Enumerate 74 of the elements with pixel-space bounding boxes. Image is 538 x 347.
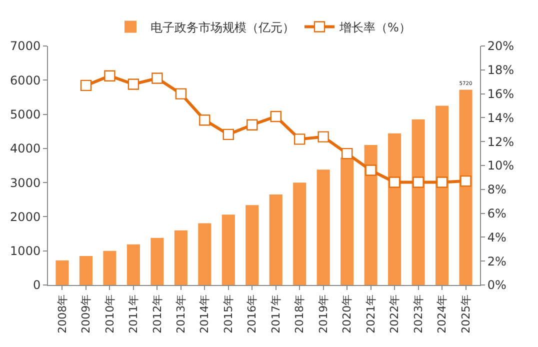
x-tick-label: 2019年 <box>316 294 330 334</box>
point <box>388 176 400 188</box>
y-tick-label: 5000 <box>10 107 41 122</box>
y-tick-label: 4000 <box>10 142 41 156</box>
legend-label: 增长率（%） <box>338 20 411 34</box>
y-tick-label: 7000 <box>10 39 41 54</box>
x-tick-label: 2021年 <box>364 294 378 334</box>
x-tick-label: 2016年 <box>246 294 259 334</box>
x-tick-label: 2022年 <box>388 294 402 334</box>
x-tick-label: 2017年 <box>269 294 282 334</box>
y2-tick-label: 20% <box>487 39 514 54</box>
point <box>412 176 424 188</box>
x-tick-label: 2010年 <box>103 294 116 334</box>
x-tick-label: 2018年 <box>293 294 306 334</box>
bar <box>56 260 69 285</box>
bar <box>412 119 425 285</box>
y2-tick-label: 2% <box>487 254 506 268</box>
x-tick-label: 2011年 <box>127 294 140 334</box>
bar <box>79 256 93 285</box>
point <box>80 80 92 92</box>
x-tick-label: 2015年 <box>222 294 235 334</box>
bar <box>388 133 402 285</box>
x-tick-label: 2008年 <box>56 294 69 334</box>
point <box>104 70 116 82</box>
bar <box>316 170 330 285</box>
y-tick-label: 1000 <box>10 244 41 258</box>
y2-tick-label: 12% <box>487 134 514 149</box>
bar <box>293 182 306 285</box>
y-tick-label: 6000 <box>10 73 41 88</box>
point <box>222 128 234 140</box>
x-tick-label: 2023年 <box>412 294 425 334</box>
y2-tick-label: 8% <box>487 182 506 197</box>
y-tick-label: 3000 <box>10 176 41 190</box>
bar <box>103 250 116 285</box>
x-tick-label: 2025年 <box>459 294 472 334</box>
y2-tick-label: 0% <box>487 278 506 292</box>
point <box>246 119 258 130</box>
y2-tick-label: 10% <box>487 158 514 173</box>
point <box>294 134 306 145</box>
x-tick-label: 2013年 <box>174 294 188 334</box>
point <box>318 131 329 142</box>
x-tick-label: 2014年 <box>198 294 212 334</box>
bar <box>246 205 259 285</box>
bar <box>340 158 354 285</box>
x-tick-label: 2020年 <box>340 294 354 334</box>
y-tick-label: 0 <box>32 278 41 292</box>
y2-tick-label: 6% <box>487 206 506 220</box>
y2-tick-label: 16% <box>487 87 514 101</box>
point <box>270 110 282 122</box>
x-tick-label: 2009年 <box>80 294 93 334</box>
x-tick-label: 2012年 <box>150 294 164 334</box>
bar <box>364 145 378 285</box>
point <box>152 72 163 84</box>
point <box>199 114 210 126</box>
point <box>460 175 472 187</box>
y2-tick-label: 4% <box>487 230 506 244</box>
bar <box>198 223 212 285</box>
point <box>128 78 140 90</box>
bar <box>435 106 449 285</box>
point <box>175 88 187 100</box>
bar <box>126 244 140 285</box>
legend-label: 电子政务市场规模（亿元） <box>150 20 294 34</box>
bar <box>150 238 164 285</box>
bar <box>222 214 235 285</box>
point <box>365 164 376 176</box>
y-tick-label: 2000 <box>10 210 41 224</box>
point <box>436 176 448 188</box>
bar <box>269 194 282 285</box>
bar <box>459 90 472 285</box>
x-tick-label: 2024年 <box>436 294 449 334</box>
bar <box>174 230 188 285</box>
point <box>341 148 353 160</box>
y2-tick-label: 18% <box>487 63 514 78</box>
y2-tick-label: 14% <box>487 110 514 125</box>
